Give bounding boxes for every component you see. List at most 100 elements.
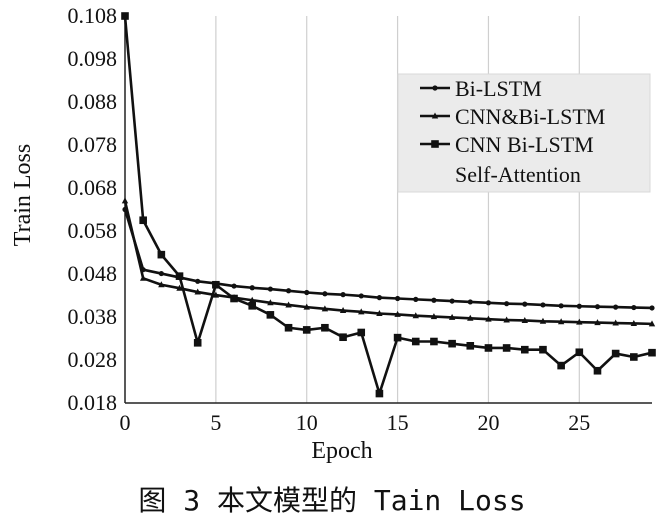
legend: Bi-LSTM CNN&Bi-LSTM CNN Bi-LSTM Self-Att… [397, 73, 651, 193]
series-2-point [502, 344, 511, 352]
y-tick-label: 0.068 [68, 175, 118, 200]
y-tick-label: 0.078 [68, 132, 118, 157]
series-0-point [267, 286, 273, 292]
series-1-point [212, 291, 220, 298]
x-tick-label: 20 [477, 410, 499, 435]
series-2-point [139, 216, 147, 225]
series-0-point [576, 303, 582, 309]
series-1-point [485, 315, 492, 322]
y-tick-label: 0.038 [68, 304, 118, 329]
series-0-point [649, 305, 655, 311]
series-0-point [613, 304, 619, 310]
legend-swatch-marker-1 [431, 112, 439, 119]
series-1-point [139, 274, 147, 281]
y-tick-label: 0.088 [68, 89, 118, 114]
series-0-point [376, 295, 383, 301]
series-line-2 [123, 15, 653, 395]
y-tick-label: 0.028 [68, 347, 118, 372]
series-1-point [394, 310, 401, 317]
series-1-point [358, 308, 365, 315]
y-tick-label: 0.108 [68, 3, 118, 28]
series-0-point [594, 304, 601, 310]
series-0 [122, 206, 655, 311]
series-1-point [121, 197, 129, 204]
series-2-point [248, 302, 257, 310]
legend-swatch-marker-0 [432, 85, 438, 91]
y-tick-label: 0.058 [68, 218, 118, 243]
series-0-point [431, 297, 437, 303]
series-1-point [321, 305, 329, 312]
series-0-point [504, 301, 510, 307]
y-tick-labels: 0.018 0.028 0.038 0.048 0.058 0.068 0.078 0.088… [68, 3, 118, 415]
y-tick-label: 0.098 [68, 46, 118, 71]
x-tick-label: 10 [296, 410, 318, 435]
x-tick-label: 15 [387, 410, 409, 435]
series-1-point [194, 288, 201, 295]
series-2-point [212, 280, 220, 289]
series-0-point [631, 304, 637, 311]
y-tick-label: 0.048 [68, 261, 118, 286]
y-tick-label: 0.018 [68, 390, 118, 415]
series-2-point [284, 323, 293, 332]
series-1-point [503, 316, 510, 323]
series-0-point [522, 301, 528, 307]
x-tick-label: 0 [120, 410, 131, 435]
series-2-point [230, 294, 238, 303]
series-0-point [449, 298, 455, 304]
series-1-point [303, 303, 310, 310]
series-2-point [539, 345, 547, 354]
series-1-point [176, 284, 183, 291]
series-2-point [393, 333, 402, 342]
series-2-point [648, 348, 656, 357]
series-2-point [357, 328, 366, 337]
series-1-point [594, 319, 601, 326]
y-axis-title: Train Loss [10, 144, 36, 246]
series-0-point [158, 270, 164, 277]
series-1-point [412, 312, 419, 319]
legend-label-attn-continuation: Self-Attention [455, 162, 581, 187]
legend-label-cnn-bilstm-attn: CNN Bi-LSTM [455, 132, 594, 157]
series-0-point [340, 292, 346, 298]
series-2-point [121, 12, 129, 20]
series-0-point [358, 293, 364, 299]
series-2-point [593, 366, 602, 375]
series-0-point [285, 288, 292, 294]
series-1-point [648, 320, 656, 327]
series-1-point [339, 307, 347, 314]
series-1-point [467, 314, 474, 321]
series-1-point [521, 316, 528, 323]
series-2-point [466, 342, 475, 350]
series-1-point [158, 281, 165, 288]
series-2-point [448, 339, 456, 348]
series-2-point [630, 353, 638, 361]
series-1-point [612, 319, 619, 326]
series-1-point [539, 317, 547, 324]
series-0-point [467, 299, 473, 305]
caption: 图 3 本文模型的 Tain Loss [138, 484, 525, 517]
series-2-point [375, 389, 384, 398]
legend-box [397, 73, 651, 193]
series-2-point [557, 361, 565, 370]
series-0-point [322, 291, 328, 297]
series-2-point [157, 250, 166, 259]
series-1-point [557, 318, 565, 325]
series-0-point [540, 302, 546, 308]
series-2-point [193, 339, 202, 347]
legend-label-cnn-bilstm: CNN&Bi-LSTM [455, 104, 605, 129]
series-0-point [394, 295, 401, 302]
series-2-point [575, 348, 584, 357]
x-tick-labels: 0 5 10 15 20 25 [120, 410, 591, 435]
series-1-point [430, 313, 438, 320]
series-1-point [267, 299, 274, 306]
series-2-point [411, 337, 420, 346]
series-lines [121, 12, 656, 398]
series-2-point [339, 333, 347, 342]
series-2-point [302, 326, 311, 334]
series-1-point [285, 301, 292, 308]
legend-label-bilstm: Bi-LSTM [455, 76, 542, 101]
series-0-point [485, 300, 492, 306]
series-1-point [376, 310, 383, 317]
series-0-point [304, 289, 310, 296]
series-2-point [520, 345, 529, 354]
series-0-point [413, 296, 419, 302]
